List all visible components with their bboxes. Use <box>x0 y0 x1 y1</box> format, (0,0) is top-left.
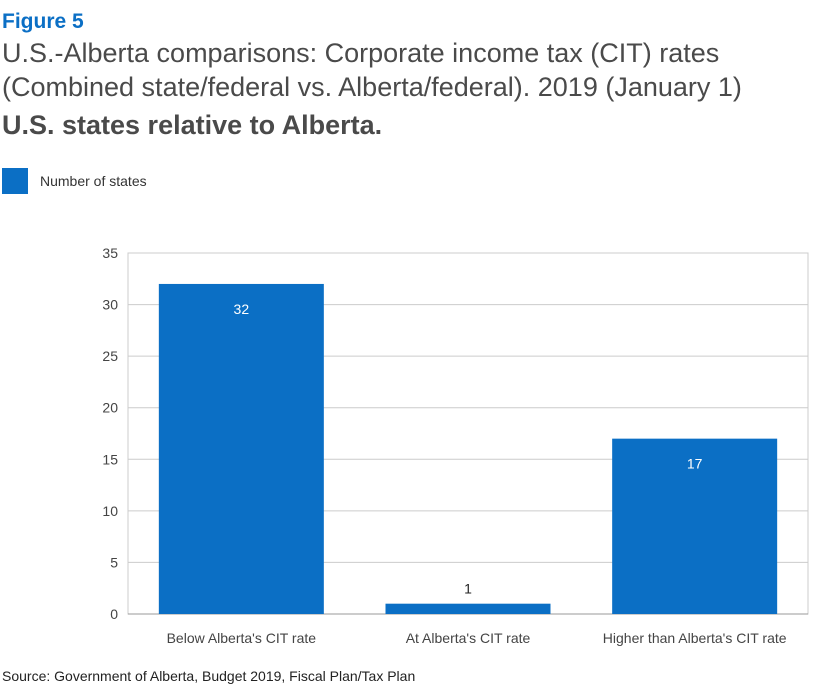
source-note: Source: Government of Alberta, Budget 20… <box>2 668 416 684</box>
legend: Number of states <box>2 168 147 194</box>
data-label: 17 <box>687 456 703 472</box>
x-tick-label: Below Alberta's CIT rate <box>167 630 317 646</box>
data-label: 32 <box>234 301 250 317</box>
y-tick-label: 35 <box>102 245 118 261</box>
chart-subtitle: U.S. states relative to Alberta. <box>2 110 383 140</box>
y-tick-label: 10 <box>102 503 118 519</box>
bar <box>612 438 778 614</box>
legend-swatch <box>2 168 28 194</box>
y-tick-label: 20 <box>102 400 118 416</box>
legend-label: Number of states <box>40 173 147 189</box>
x-tick-label: At Alberta's CIT rate <box>406 630 531 646</box>
y-tick-label: 15 <box>102 451 118 467</box>
bar <box>158 283 324 614</box>
x-tick-label: Higher than Alberta's CIT rate <box>603 630 787 646</box>
bar <box>385 603 551 614</box>
data-label: 1 <box>464 581 472 597</box>
y-tick-label: 5 <box>110 554 118 570</box>
y-tick-label: 30 <box>102 297 118 313</box>
y-tick-label: 0 <box>110 606 118 622</box>
figure-label: Figure 5 <box>2 10 84 33</box>
y-tick-label: 25 <box>102 348 118 364</box>
chart-title: U.S.-Alberta comparisons: Corporate inco… <box>2 38 742 102</box>
